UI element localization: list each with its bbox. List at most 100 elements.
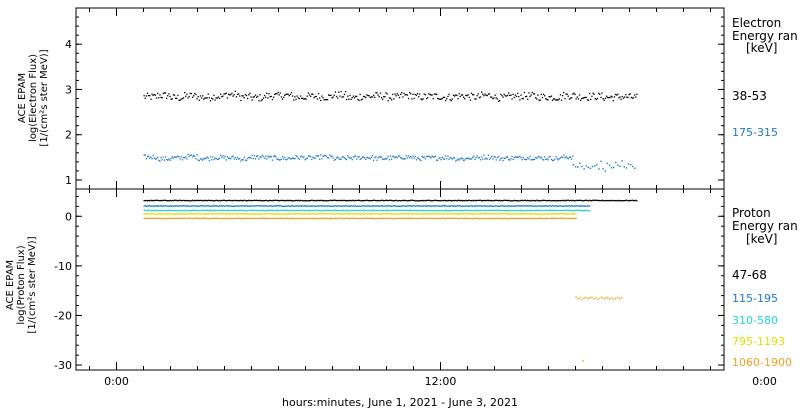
data-point <box>361 98 364 100</box>
data-point <box>187 199 189 202</box>
data-point <box>490 96 492 98</box>
data-point <box>176 209 178 212</box>
data-point <box>197 96 199 98</box>
data-point <box>572 93 574 95</box>
data-point <box>503 157 505 159</box>
data-point <box>358 205 360 207</box>
data-point <box>478 213 481 215</box>
data-point <box>558 213 560 215</box>
data-point <box>275 209 277 212</box>
data-point <box>533 217 536 220</box>
data-point <box>508 159 510 161</box>
data-point <box>492 205 494 207</box>
data-point <box>239 158 241 160</box>
data-point <box>617 164 619 166</box>
data-point <box>458 213 460 215</box>
data-point <box>257 209 259 212</box>
data-point <box>193 154 195 157</box>
data-point <box>231 205 233 207</box>
data-point <box>166 158 168 161</box>
data-point <box>430 157 432 159</box>
data-point <box>232 217 234 219</box>
data-point <box>294 96 296 98</box>
data-point <box>437 218 439 220</box>
data-point <box>423 93 425 95</box>
data-point <box>348 98 350 100</box>
data-point <box>196 205 198 207</box>
data-point <box>479 199 482 201</box>
data-point <box>432 156 434 158</box>
data-point <box>427 199 429 201</box>
data-point <box>232 200 234 202</box>
data-point <box>398 209 401 211</box>
data-point <box>414 155 416 158</box>
data-point <box>212 200 214 202</box>
data-point <box>621 95 623 98</box>
data-point <box>411 217 413 220</box>
data-point <box>542 205 545 207</box>
data-point <box>214 157 216 159</box>
data-point <box>184 157 186 159</box>
data-point <box>487 209 490 211</box>
data-point <box>467 217 469 220</box>
data-point <box>267 205 269 207</box>
data-point <box>536 98 538 100</box>
data-point <box>515 199 518 202</box>
data-point <box>504 157 506 159</box>
data-point <box>252 209 254 211</box>
data-point <box>213 205 215 207</box>
data-point <box>203 199 205 202</box>
data-point <box>478 209 481 212</box>
data-point <box>551 209 554 211</box>
data-point <box>565 213 567 215</box>
data-point <box>578 199 581 201</box>
data-point <box>521 205 523 207</box>
data-point <box>514 94 517 96</box>
data-point <box>451 209 453 211</box>
data-point <box>193 213 195 215</box>
data-point <box>560 217 563 219</box>
data-point <box>205 209 207 211</box>
data-point <box>342 199 344 202</box>
data-point <box>333 213 335 215</box>
data-point <box>229 213 231 215</box>
data-point <box>365 213 367 215</box>
data-point <box>608 200 610 202</box>
data-point <box>268 200 270 202</box>
data-point <box>581 205 583 207</box>
data-point <box>394 209 396 211</box>
data-point <box>438 200 440 202</box>
data-point <box>449 217 451 219</box>
data-point <box>564 209 566 211</box>
data-point <box>535 200 537 202</box>
data-point <box>411 205 413 207</box>
data-point <box>542 159 545 161</box>
data-point <box>592 92 594 94</box>
data-point <box>537 213 539 215</box>
data-point <box>386 199 388 201</box>
data-point <box>194 199 196 202</box>
data-point <box>469 213 472 215</box>
data-point <box>177 94 179 97</box>
data-point <box>386 209 388 211</box>
data-point <box>614 200 617 202</box>
data-point <box>496 156 499 159</box>
data-point <box>310 199 312 202</box>
data-point <box>614 93 617 96</box>
data-point <box>370 96 373 98</box>
data-point <box>175 205 177 207</box>
data-point <box>358 199 360 201</box>
data-point <box>297 205 299 207</box>
data-point <box>418 200 420 202</box>
data-point <box>251 213 253 215</box>
data-point <box>431 200 433 202</box>
data-point <box>244 213 247 215</box>
data-point <box>207 213 209 215</box>
data-point <box>287 209 289 212</box>
data-point <box>443 96 446 98</box>
data-point <box>149 210 151 212</box>
data-point <box>550 200 553 202</box>
data-point <box>467 199 469 202</box>
data-point <box>369 158 371 160</box>
data-point <box>311 205 313 207</box>
